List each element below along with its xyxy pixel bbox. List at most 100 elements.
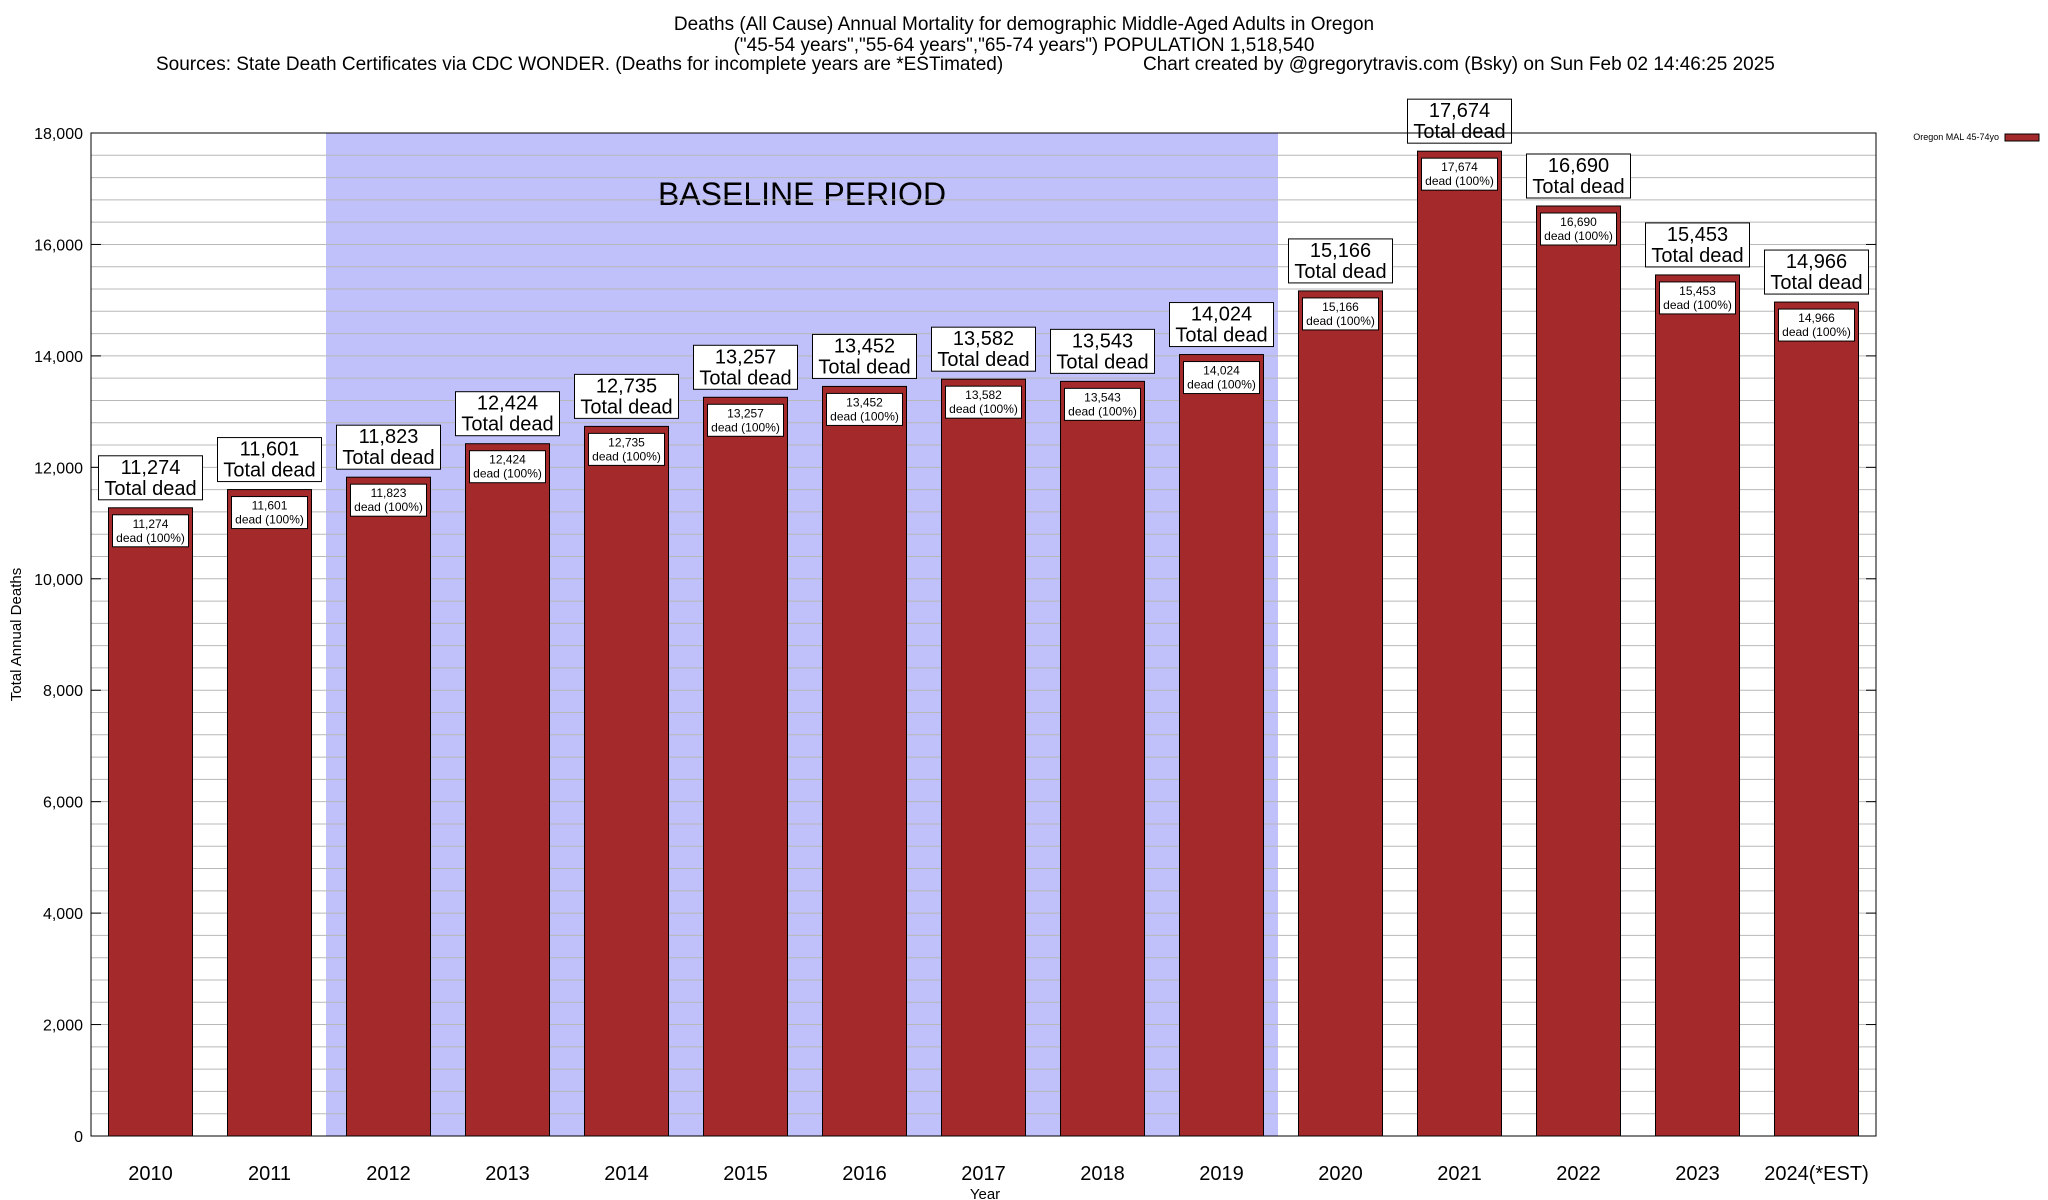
bar-inner-caption: dead (100%) [235, 513, 304, 527]
x-tick-label: 2011 [248, 1163, 291, 1185]
chart-title-line-2: ("45-54 years","55-64 years","65-74 year… [733, 35, 1315, 56]
bar-inner-value: 16,690 [1560, 215, 1597, 229]
bar-total-caption: Total dead [461, 414, 553, 436]
bar-inner-label-box [588, 432, 665, 466]
legend-swatch [2004, 133, 2040, 142]
y-tick-label: 16,000 [34, 237, 83, 254]
bar-inner-label-box [826, 392, 903, 426]
bar-total-label-box [812, 333, 917, 379]
bar-total-label-box [455, 391, 560, 437]
bar [703, 396, 788, 1137]
bar [465, 443, 550, 1137]
x-tick-label: 2013 [485, 1163, 530, 1185]
bar-inner-caption: dead (100%) [1068, 404, 1137, 418]
bar-inner-label-box [1421, 157, 1498, 191]
x-tick-label: 2010 [128, 1163, 173, 1185]
bar-inner-caption: dead (100%) [711, 420, 780, 434]
bar-total-value: 13,257 [715, 346, 776, 368]
bar-total-caption: Total dead [1532, 176, 1624, 198]
y-tick-label: 0 [74, 1129, 83, 1146]
bar-total-value: 13,543 [1072, 330, 1133, 352]
x-tick-label: 2017 [961, 1163, 1006, 1185]
y-tick-label: 4,000 [43, 906, 83, 923]
chart-title: Deaths (All Cause) Annual Mortality for … [0, 14, 2048, 56]
bar-total-value: 14,966 [1786, 251, 1847, 273]
bar-inner-value: 14,024 [1203, 364, 1240, 378]
bar [941, 378, 1026, 1137]
legend: Oregon MAL 45-74yo [1913, 132, 2040, 142]
x-tick-label: 2016 [842, 1163, 887, 1185]
bar-total-caption: Total dead [699, 367, 791, 389]
bar-total-value: 14,024 [1191, 304, 1252, 326]
bar [1417, 150, 1502, 1137]
bar-inner-label-box [945, 385, 1022, 419]
bar-inner-label-box [231, 496, 308, 530]
x-tick-label: 2024(*EST) [1764, 1163, 1869, 1185]
bar-inner-label-box [350, 483, 427, 517]
bar-total-label-box [574, 373, 679, 419]
bar-total-value: 15,453 [1667, 224, 1728, 246]
bar [1179, 354, 1264, 1137]
bar-total-caption: Total dead [1770, 272, 1862, 294]
bar-total-label-box [336, 424, 441, 470]
bar [346, 476, 431, 1137]
bar-inner-label-box [1064, 387, 1141, 421]
bar-total-label-box [1407, 98, 1512, 144]
bar-inner-caption: dead (100%) [116, 531, 185, 545]
bar-inner-caption: dead (100%) [949, 402, 1018, 416]
bar-inner-caption: dead (100%) [1306, 314, 1375, 328]
bar [1536, 205, 1621, 1137]
bar [108, 507, 193, 1137]
bar [822, 385, 907, 1137]
bar-inner-value: 15,166 [1322, 300, 1359, 314]
y-tick-label: 10,000 [34, 572, 83, 589]
bar-total-label-box [693, 344, 798, 390]
bar-total-value: 15,166 [1310, 240, 1371, 262]
bar-total-caption: Total dead [1175, 325, 1267, 347]
bar-total-caption: Total dead [937, 349, 1029, 371]
bar-total-value: 12,424 [477, 393, 538, 415]
chart-title-line-1: Deaths (All Cause) Annual Mortality for … [673, 14, 1375, 35]
x-tick-label: 2015 [723, 1163, 768, 1185]
bar-total-caption: Total dead [1056, 351, 1148, 373]
bar-total-label-box [1288, 238, 1393, 284]
bar-inner-label-box [1540, 212, 1617, 246]
bar-inner-value: 14,966 [1798, 311, 1835, 325]
bar-inner-caption: dead (100%) [354, 500, 423, 514]
bar-inner-label-box [1183, 361, 1260, 395]
bar-total-value: 11,823 [359, 426, 419, 448]
x-tick-label: 2022 [1556, 1163, 1601, 1185]
bar-total-value: 13,452 [834, 335, 895, 357]
bar-inner-caption: dead (100%) [473, 467, 542, 481]
bar-total-caption: Total dead [580, 396, 672, 418]
x-tick-label: 2021 [1437, 1163, 1482, 1185]
legend-label: Oregon MAL 45-74yo [1913, 132, 1999, 142]
bar-inner-label-box [112, 514, 189, 548]
bar-total-caption: Total dead [342, 447, 434, 469]
bar-total-caption: Total dead [104, 478, 196, 500]
bar [584, 425, 669, 1137]
bar-total-caption: Total dead [223, 460, 315, 482]
y-tick-label: 18,000 [34, 126, 83, 143]
bar-total-label-box [1526, 153, 1631, 199]
x-tick-label: 2023 [1675, 1163, 1720, 1185]
x-axis-label: Year [970, 1186, 1000, 1200]
bar-inner-value: 12,735 [608, 435, 645, 449]
